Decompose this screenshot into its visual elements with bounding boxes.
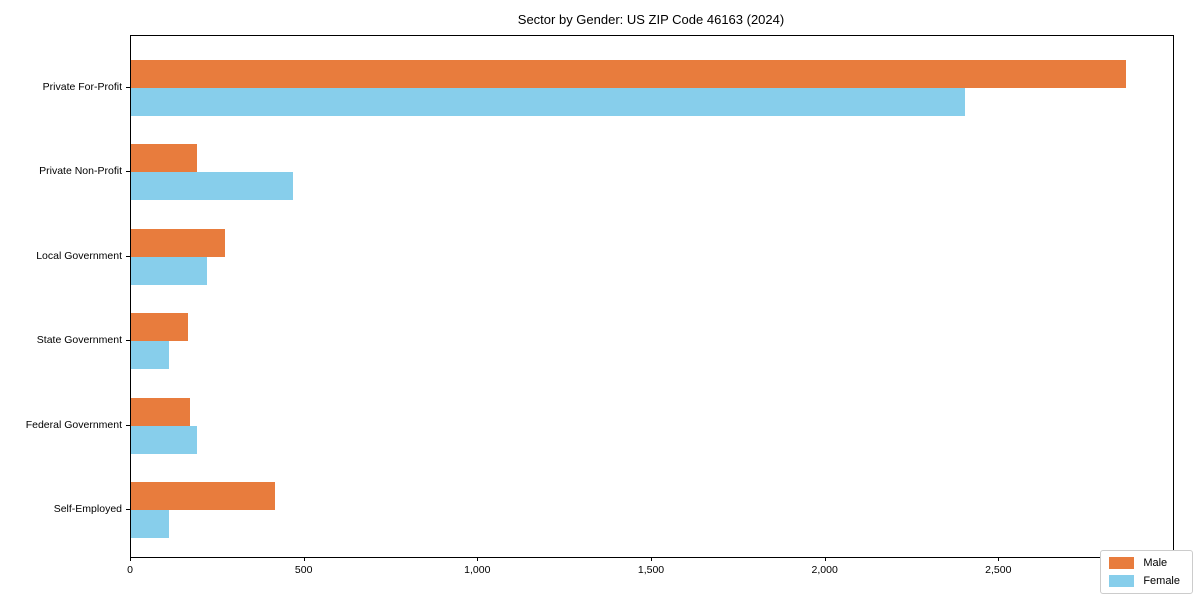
y-category-label: Private Non-Profit [39, 165, 122, 177]
bar-female-2 [131, 256, 208, 285]
y-category-label: State Government [36, 334, 122, 346]
x-tick-mark [130, 557, 131, 561]
legend-entry-male: Male [1109, 557, 1180, 569]
x-tick-label: 0 [127, 564, 133, 576]
legend-entry-female: Female [1109, 575, 1180, 587]
legend-swatch-male [1109, 557, 1135, 569]
bar-male-3 [131, 313, 189, 341]
legend: Male Female [1100, 550, 1193, 594]
bar-male-1 [131, 144, 197, 172]
y-tick-mark [126, 340, 130, 341]
x-tick-mark [303, 557, 305, 561]
bar-male-0 [131, 59, 1127, 88]
bar-female-1 [131, 172, 293, 200]
bar-male-5 [131, 482, 276, 510]
bar-male-4 [131, 397, 190, 426]
x-tick-label: 2,500 [985, 564, 1012, 576]
x-tick-label: 1,000 [464, 564, 491, 576]
y-tick-mark [126, 255, 130, 257]
y-category-label: Local Government [36, 249, 122, 262]
x-tick-label: 500 [294, 564, 313, 576]
y-category-label: Self-Employed [53, 503, 122, 515]
bar-female-3 [131, 341, 170, 369]
bar-male-2 [131, 228, 225, 257]
y-category-label: Federal Government [25, 418, 122, 431]
x-tick-mark [824, 557, 826, 561]
legend-swatch-female [1109, 575, 1135, 587]
y-category-label: Private For-Profit [42, 80, 122, 93]
x-tick-label: 2,000 [811, 564, 838, 576]
bar-female-5 [131, 510, 170, 538]
y-tick-mark [126, 171, 130, 172]
y-tick-mark [126, 509, 130, 510]
y-tick-mark [126, 424, 130, 426]
bar-female-4 [131, 425, 197, 454]
y-tick-mark [126, 86, 130, 88]
bar-female-0 [131, 87, 965, 116]
x-tick-mark [998, 557, 1000, 561]
x-tick-label: 1,500 [637, 564, 665, 576]
x-tick-mark [651, 557, 652, 561]
plot-area [130, 35, 1174, 558]
legend-label: Female [1143, 575, 1180, 587]
chart-title: Sector by Gender: US ZIP Code 46163 (202… [517, 12, 785, 27]
x-tick-mark [477, 557, 479, 561]
legend-label: Male [1143, 557, 1168, 569]
